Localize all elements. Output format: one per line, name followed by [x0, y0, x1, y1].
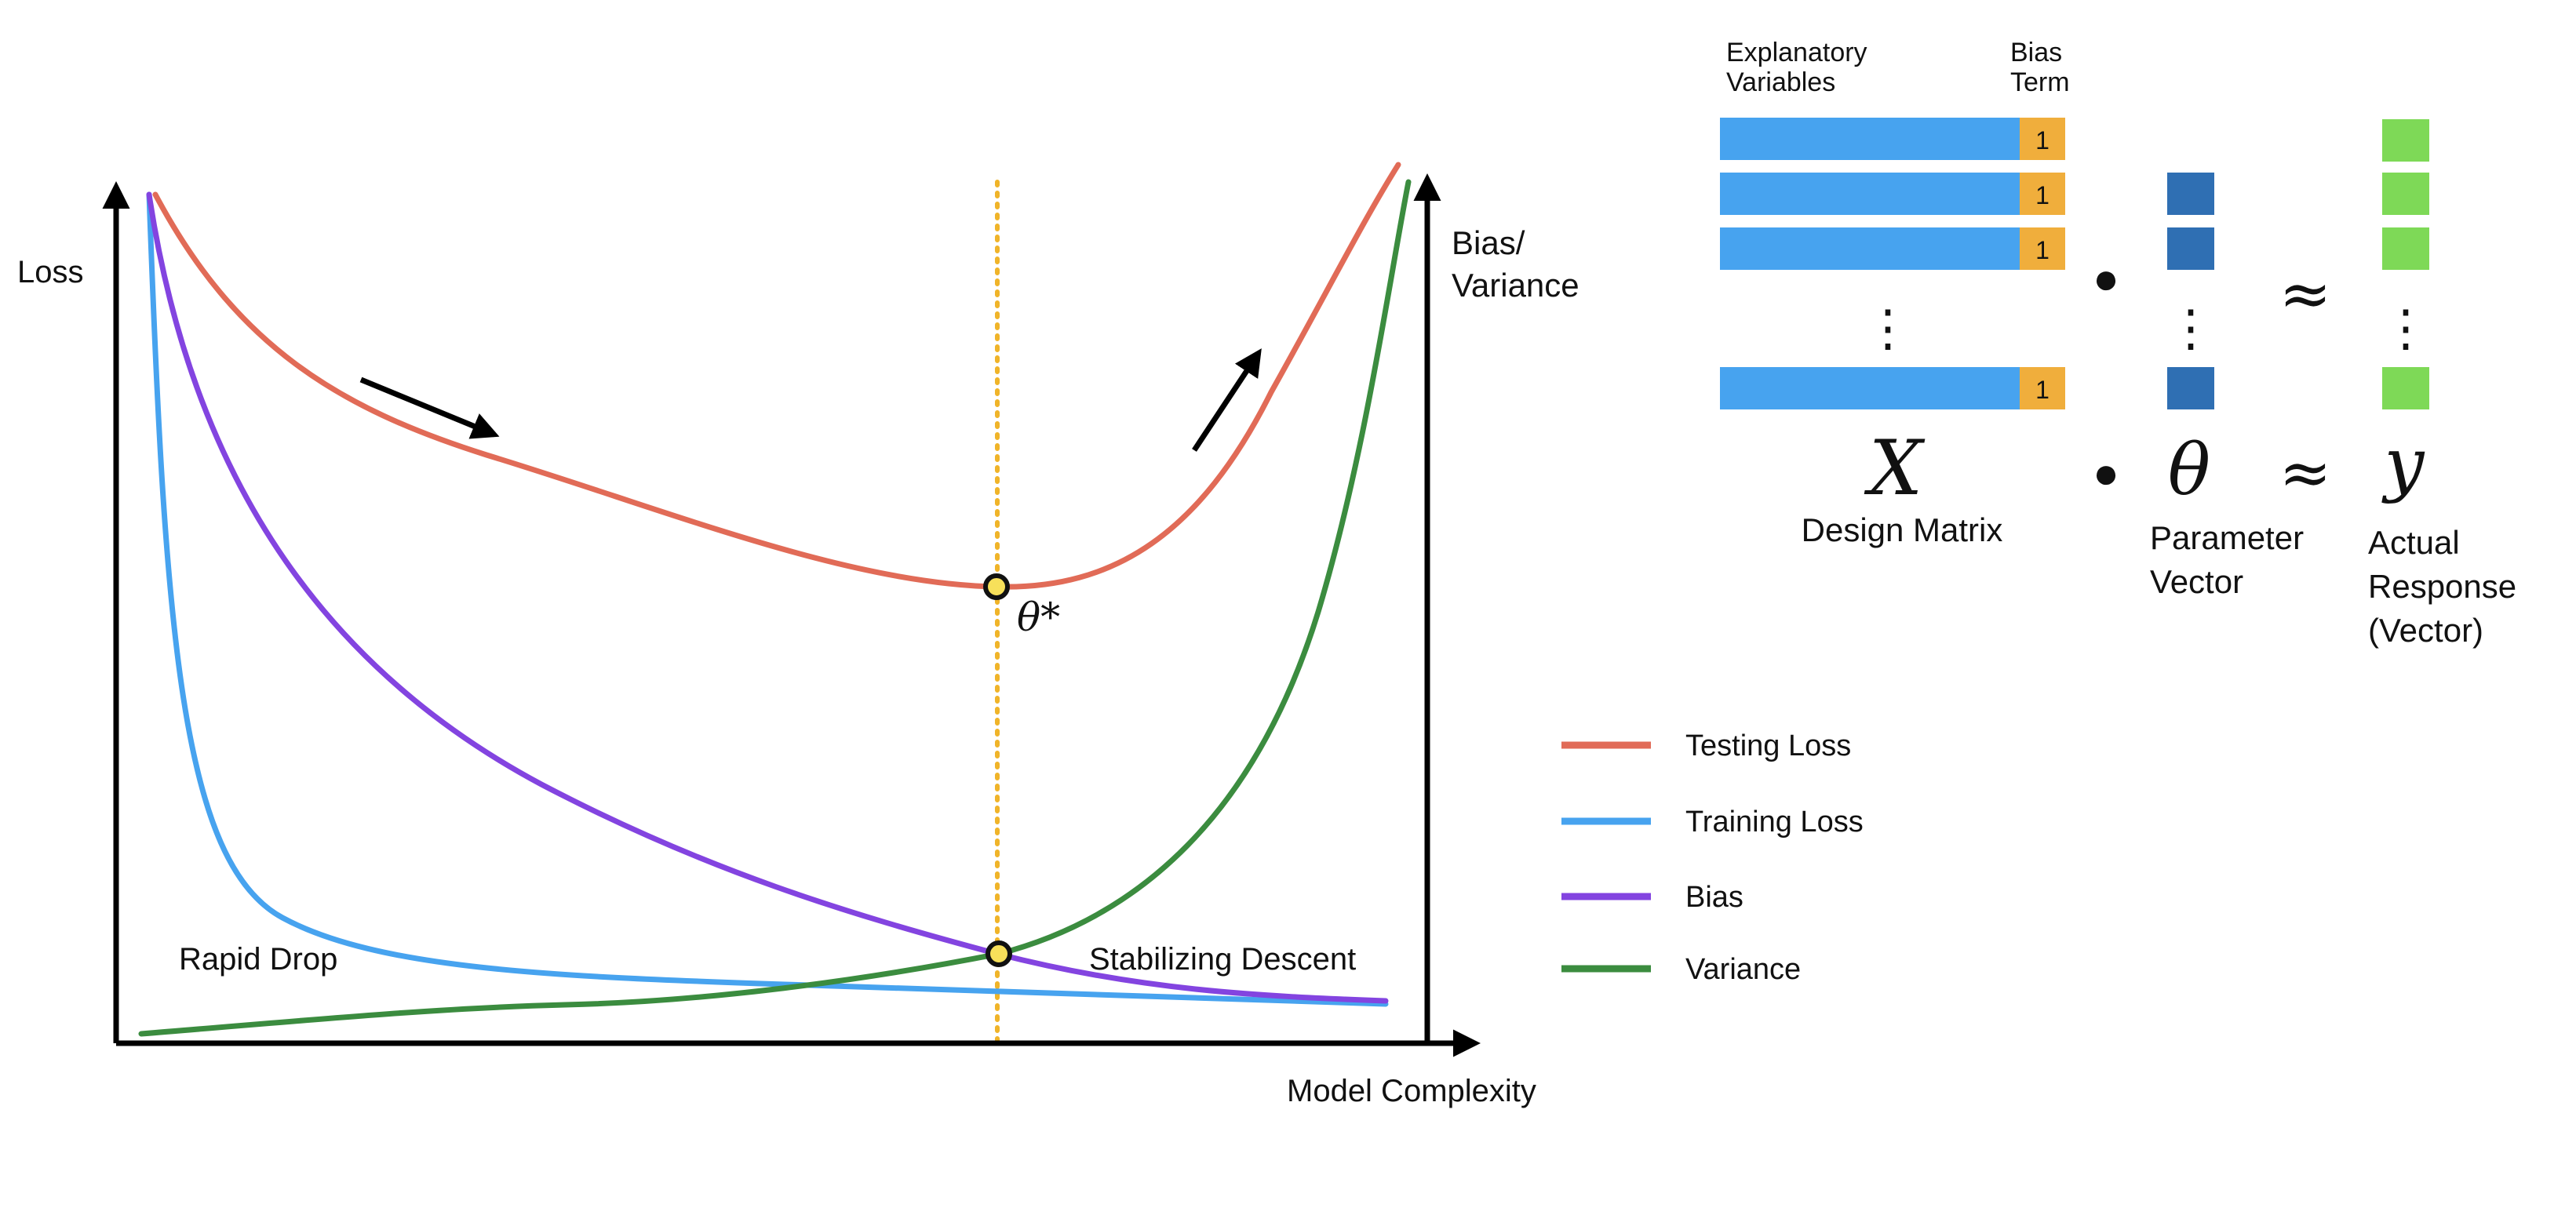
optimum-marker	[983, 573, 1010, 600]
stabilizing-descent-label: Stabilizing Descent	[1089, 942, 1356, 977]
bias-cell-label: 1	[2035, 126, 2050, 155]
tradeoff-plot: Loss Bias/ Variance Model Complexity Rap…	[17, 162, 1579, 1108]
design-matrix-row: 1	[1720, 367, 2065, 409]
decrease-arrow	[359, 377, 500, 439]
legend-label: Bias	[1685, 881, 1743, 914]
design-matrix-row: 1	[1720, 118, 2065, 160]
theta-vector-cell	[2167, 367, 2214, 409]
legend-label: Testing Loss	[1685, 729, 1851, 762]
response-symbol: y	[2381, 423, 2425, 505]
design-matrix-row: 1	[1720, 227, 2065, 270]
bias-cell-label: 1	[2035, 181, 2050, 209]
response-vector-cell	[2382, 173, 2429, 215]
design-matrix-label: Design Matrix	[1802, 511, 2003, 548]
bias-cell-label: 1	[2035, 236, 2050, 264]
actual-response-label-line1: Actual	[2368, 524, 2460, 561]
legend: Testing Loss Training Loss Bias Variance	[1561, 729, 1864, 986]
parameter-vector-label-line1: Parameter	[2150, 519, 2304, 556]
parameter-vector-label-line2: Vector	[2150, 563, 2243, 600]
dot-operator-bottom: ●	[2093, 448, 2119, 497]
training-loss-curve	[146, 191, 1389, 1007]
bias-variance-crossing-marker	[986, 940, 1012, 967]
testing-loss-curve	[152, 162, 1401, 590]
actual-response-label-line2: Response	[2368, 568, 2516, 605]
legend-label: Training Loss	[1685, 806, 1864, 838]
actual-response-label-line3: (Vector)	[2368, 612, 2483, 649]
matrix-vertical-dots: ⋮	[1863, 300, 1913, 358]
response-vertical-dots: ⋮	[2381, 300, 2431, 358]
dot-operator-top: ●	[2093, 253, 2119, 303]
increase-arrow	[1192, 348, 1262, 452]
response-vector-cell	[2382, 367, 2429, 409]
explanatory-variables-header-line2: Variables	[1726, 67, 1835, 97]
explanatory-variables-header-line1: Explanatory	[1726, 38, 1867, 67]
variance-curve	[138, 179, 1412, 1037]
design-matrix-row: 1	[1720, 173, 2065, 215]
theta-symbol: θ	[2168, 429, 2210, 511]
theta-vector-cell	[2167, 173, 2214, 215]
bias-variance-axis-label-line1: Bias/	[1452, 224, 1525, 261]
bias-curve	[146, 191, 1389, 1004]
approx-sign-bottom: ≈	[2279, 436, 2331, 509]
model-complexity-label: Model Complexity	[1287, 1074, 1536, 1108]
theta-star-label: θ*	[1017, 595, 1060, 640]
bias-variance-axis-label-line2: Variance	[1452, 267, 1579, 304]
theta-vertical-dots: ⋮	[2166, 300, 2216, 358]
linear-model-equation: Explanatory Variables Bias Term 1 1 1 ⋮ …	[1720, 38, 2516, 649]
approx-sign-top: ≈	[2279, 257, 2331, 330]
theta-vector-cell	[2167, 227, 2214, 270]
bias-term-header-line1: Bias	[2010, 38, 2062, 67]
response-vector-cell	[2382, 227, 2429, 270]
legend-label: Variance	[1685, 953, 1801, 986]
rapid-drop-label: Rapid Drop	[179, 942, 337, 977]
response-vector-cell	[2382, 119, 2429, 162]
design-matrix-symbol: X	[1864, 424, 1926, 512]
bias-term-header-line2: Term	[2010, 67, 2070, 97]
bias-cell-label: 1	[2035, 376, 2050, 404]
loss-axis-label: Loss	[17, 255, 84, 289]
